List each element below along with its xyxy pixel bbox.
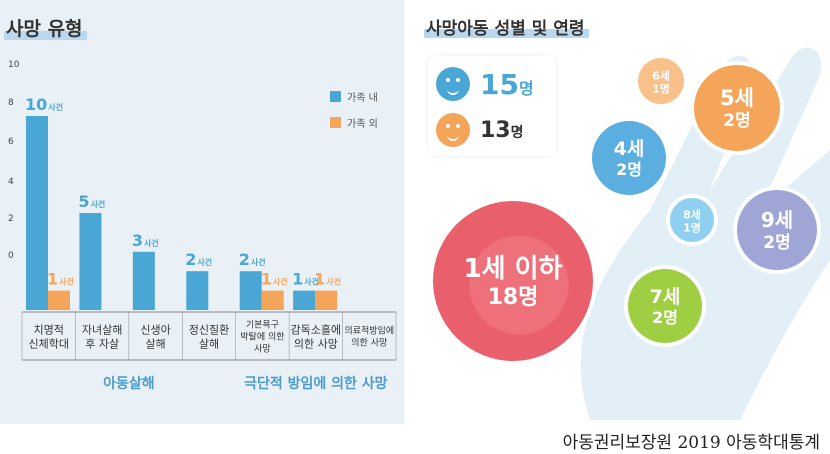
bar	[48, 290, 70, 310]
bubble-age-label: 4세	[614, 138, 645, 160]
y-tick-label: 8	[8, 98, 14, 108]
y-tick-label: 0	[8, 251, 14, 261]
bubble-circle	[628, 269, 702, 343]
data-label: 1사건	[261, 270, 288, 289]
y-tick-label: 4	[8, 177, 14, 187]
infographic-title: 사망아동 성별 및 연령	[424, 14, 589, 39]
girl-face-icon: 여	[436, 113, 476, 149]
bar	[132, 251, 155, 310]
bar	[239, 271, 262, 310]
data-label: 1사건	[292, 270, 319, 289]
bar	[315, 290, 338, 310]
bubble-count-label: 18명	[488, 285, 539, 310]
boy-face-icon: 남	[436, 67, 476, 103]
category-label: 감독소홀에 의한 사망	[291, 324, 342, 351]
legend-swatch	[330, 117, 341, 128]
gender-female-count: 13명	[480, 117, 524, 143]
bubble-count-label: 1명	[652, 82, 670, 96]
bar	[293, 290, 316, 310]
chart-title: 사망 유형	[4, 14, 87, 41]
gender-female: 여 13명	[436, 108, 524, 152]
legend-swatch	[330, 91, 341, 102]
bubble-circle	[694, 65, 780, 151]
data-label: 1사건	[314, 270, 341, 289]
bubble-inner	[469, 235, 569, 335]
data-label: 3사건	[132, 231, 159, 250]
group-label: 극단적 방임에 의한 사망	[244, 375, 388, 392]
gender-male: 남 15명	[436, 62, 534, 106]
y-tick-label: 6	[8, 137, 14, 147]
left-panel	[0, 0, 404, 424]
data-label: 2사건	[239, 250, 266, 269]
bubble-circle	[737, 190, 817, 270]
bubble-age-label: 5세	[720, 86, 754, 110]
bubble-count-label: 2명	[616, 160, 642, 179]
bubble-age-label: 8세	[683, 207, 701, 221]
bubble-age-label: 9세	[761, 208, 793, 232]
bubble-count-label: 2명	[652, 308, 678, 327]
bar	[261, 290, 284, 310]
data-label: 5사건	[78, 192, 105, 211]
gender-male-tag: 남	[466, 92, 476, 103]
category-label: 의료적방임에 의한 사망	[344, 325, 394, 349]
gender-female-tag: 여	[466, 138, 476, 149]
gender-box: 남 15명 여 13명	[428, 56, 556, 156]
bar	[26, 116, 48, 310]
bar	[79, 213, 102, 310]
bubble-circle	[670, 198, 714, 242]
bubble-age-label: 1세 이하	[464, 254, 563, 284]
source-caption: 아동권리보장원 2019 아동학대통계	[562, 433, 820, 453]
category-label: 기본욕구 박탈에 의한 사망	[240, 320, 284, 355]
bubble-count-label: 2명	[763, 233, 790, 253]
category-label: 치명적 신체학대	[28, 324, 68, 351]
bubble-age-label: 6세	[652, 68, 670, 82]
y-tick-label: 2	[8, 214, 14, 224]
data-label: 1사건	[47, 270, 74, 289]
data-label: 10사건	[25, 95, 63, 114]
category-label: 신생아 살해	[140, 324, 170, 351]
bubble-circle	[592, 121, 666, 195]
bubble-count-label: 2명	[723, 111, 750, 131]
bubble-circle	[638, 58, 684, 104]
y-tick-label: 10	[8, 60, 20, 70]
data-label: 2사건	[185, 250, 212, 269]
gender-male-count: 15명	[480, 67, 534, 101]
bubble-count-label: 1명	[683, 221, 701, 235]
bar	[186, 271, 209, 310]
bubble-age-label: 7세	[650, 286, 681, 308]
group-label: 아동살해	[103, 375, 155, 392]
legend-label: 가족 내	[347, 92, 378, 104]
category-label: 자녀살해 후 자살	[82, 323, 122, 351]
category-label: 정신질환 살해	[189, 324, 229, 351]
legend-label: 가족 외	[347, 118, 378, 130]
